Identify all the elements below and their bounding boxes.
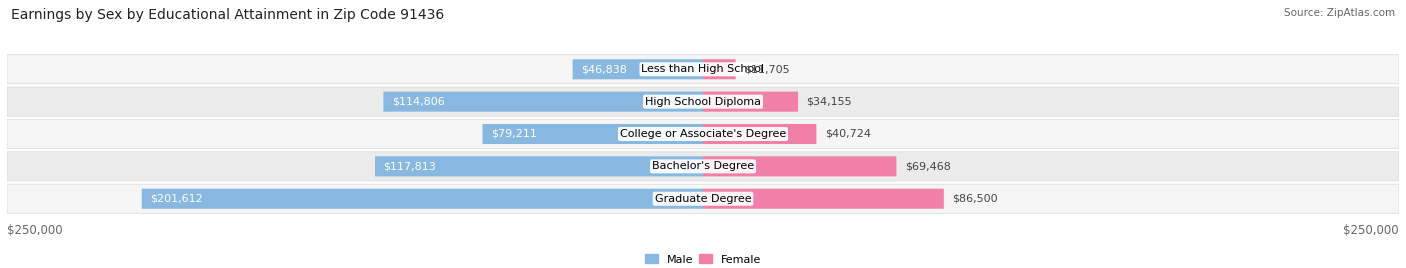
FancyBboxPatch shape (7, 120, 1399, 148)
FancyBboxPatch shape (703, 189, 943, 209)
Text: $114,806: $114,806 (392, 97, 444, 107)
Text: Graduate Degree: Graduate Degree (655, 194, 751, 204)
FancyBboxPatch shape (142, 189, 703, 209)
FancyBboxPatch shape (703, 156, 897, 176)
Text: Source: ZipAtlas.com: Source: ZipAtlas.com (1284, 8, 1395, 18)
Text: $201,612: $201,612 (150, 194, 202, 204)
Text: $250,000: $250,000 (1343, 224, 1399, 237)
FancyBboxPatch shape (7, 55, 1399, 84)
Text: $34,155: $34,155 (807, 97, 852, 107)
Text: $117,813: $117,813 (384, 161, 436, 171)
Text: Bachelor's Degree: Bachelor's Degree (652, 161, 754, 171)
FancyBboxPatch shape (375, 156, 703, 176)
Legend: Male, Female: Male, Female (640, 250, 766, 268)
Text: $40,724: $40,724 (825, 129, 870, 139)
FancyBboxPatch shape (7, 87, 1399, 116)
FancyBboxPatch shape (482, 124, 703, 144)
Text: College or Associate's Degree: College or Associate's Degree (620, 129, 786, 139)
FancyBboxPatch shape (7, 152, 1399, 181)
FancyBboxPatch shape (572, 59, 703, 79)
FancyBboxPatch shape (703, 92, 799, 112)
FancyBboxPatch shape (703, 59, 735, 79)
FancyBboxPatch shape (7, 184, 1399, 213)
Text: $11,705: $11,705 (744, 64, 790, 74)
Text: Earnings by Sex by Educational Attainment in Zip Code 91436: Earnings by Sex by Educational Attainmen… (11, 8, 444, 22)
Text: $250,000: $250,000 (7, 224, 63, 237)
Text: $79,211: $79,211 (491, 129, 537, 139)
Text: Less than High School: Less than High School (641, 64, 765, 74)
Text: $86,500: $86,500 (952, 194, 998, 204)
Text: $69,468: $69,468 (904, 161, 950, 171)
Text: $46,838: $46,838 (581, 64, 627, 74)
FancyBboxPatch shape (703, 124, 817, 144)
FancyBboxPatch shape (384, 92, 703, 112)
Text: High School Diploma: High School Diploma (645, 97, 761, 107)
